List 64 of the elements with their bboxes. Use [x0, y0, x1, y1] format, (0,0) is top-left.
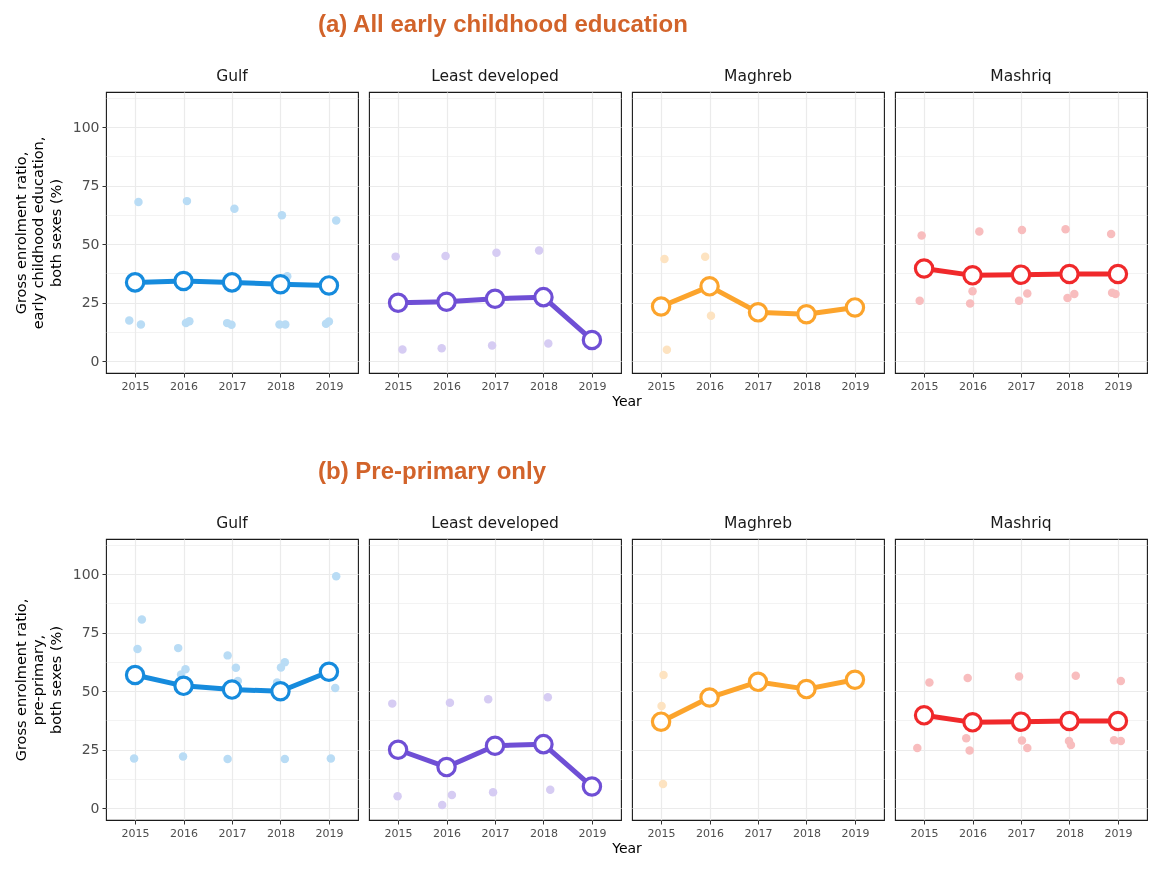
x-tick-label: 2018 [266, 826, 295, 840]
x-tick-label: 2017 [218, 826, 247, 840]
chart-title: Mashriq [990, 66, 1052, 85]
x-tick-label: 2016 [170, 379, 199, 393]
x-tick-label: 2017 [1007, 379, 1036, 393]
y-axis-title: Gross enrolment ratio, pre-primary, both sexes (%) [12, 598, 64, 762]
y-tick-label: 25 [81, 741, 100, 758]
x-tick-label: 2016 [696, 826, 725, 840]
chart-title: Gulf [216, 513, 249, 532]
chart-title: Gulf [216, 66, 249, 85]
x-tick-label: 2015 [121, 826, 150, 840]
y-axis-title: Gross enrolment ratio, early childhood education, both sexes (%) [12, 136, 64, 330]
x-tick-label: 2018 [529, 379, 558, 393]
chart-title: Mashriq [990, 513, 1052, 532]
y-tick-label: 0 [90, 799, 100, 816]
x-tick-label: 2018 [792, 379, 821, 393]
x-axis-title: Year [611, 392, 643, 409]
y-tick-label: 0 [90, 352, 100, 369]
text: (a) All early childhood education [318, 9, 688, 37]
x-tick-label: 2017 [1007, 826, 1036, 840]
x-tick-label: 2019 [578, 379, 607, 393]
chart-title: Maghreb [724, 513, 792, 532]
x-tick-label: 2015 [384, 826, 413, 840]
x-tick-label: 2017 [218, 379, 247, 393]
y-tick-label: 50 [81, 682, 100, 699]
y-tick-label: 100 [72, 118, 100, 135]
text: (b) Pre-primary only [318, 456, 547, 484]
x-tick-label: 2016 [433, 826, 462, 840]
x-tick-label: 2019 [315, 826, 344, 840]
y-tick-label: 75 [81, 624, 100, 641]
x-tick-label: 2019 [1104, 379, 1133, 393]
chart-title: Least developed [431, 513, 559, 532]
x-tick-label: 2015 [647, 379, 676, 393]
y-tick-label: 25 [81, 294, 100, 311]
x-tick-label: 2016 [959, 379, 988, 393]
x-tick-label: 2019 [841, 379, 870, 393]
y-tick-label: 100 [72, 565, 100, 582]
x-tick-label: 2018 [529, 826, 558, 840]
x-tick-label: 2017 [744, 826, 773, 840]
x-tick-label: 2016 [170, 826, 199, 840]
y-tick-label: 50 [81, 235, 100, 252]
x-tick-label: 2018 [266, 379, 295, 393]
chart-title: Maghreb [724, 66, 792, 85]
x-tick-label: 2019 [315, 379, 344, 393]
x-tick-label: 2015 [384, 379, 413, 393]
x-tick-label: 2018 [1055, 826, 1084, 840]
x-tick-label: 2015 [910, 826, 939, 840]
chart-title: Least developed [431, 66, 559, 85]
x-tick-label: 2017 [481, 826, 510, 840]
y-tick-label: 75 [81, 177, 100, 194]
x-tick-label: 2016 [959, 826, 988, 840]
x-tick-label: 2018 [1055, 379, 1084, 393]
x-tick-label: 2016 [696, 379, 725, 393]
x-tick-label: 2017 [481, 379, 510, 393]
x-tick-label: 2017 [744, 379, 773, 393]
x-tick-label: 2015 [910, 379, 939, 393]
x-axis-title: Year [611, 839, 643, 856]
x-tick-label: 2018 [792, 826, 821, 840]
x-tick-label: 2019 [1104, 826, 1133, 840]
x-tick-label: 2019 [841, 826, 870, 840]
x-tick-label: 2015 [121, 379, 150, 393]
x-tick-label: 2015 [647, 826, 676, 840]
x-tick-label: 2019 [578, 826, 607, 840]
x-tick-label: 2016 [433, 379, 462, 393]
